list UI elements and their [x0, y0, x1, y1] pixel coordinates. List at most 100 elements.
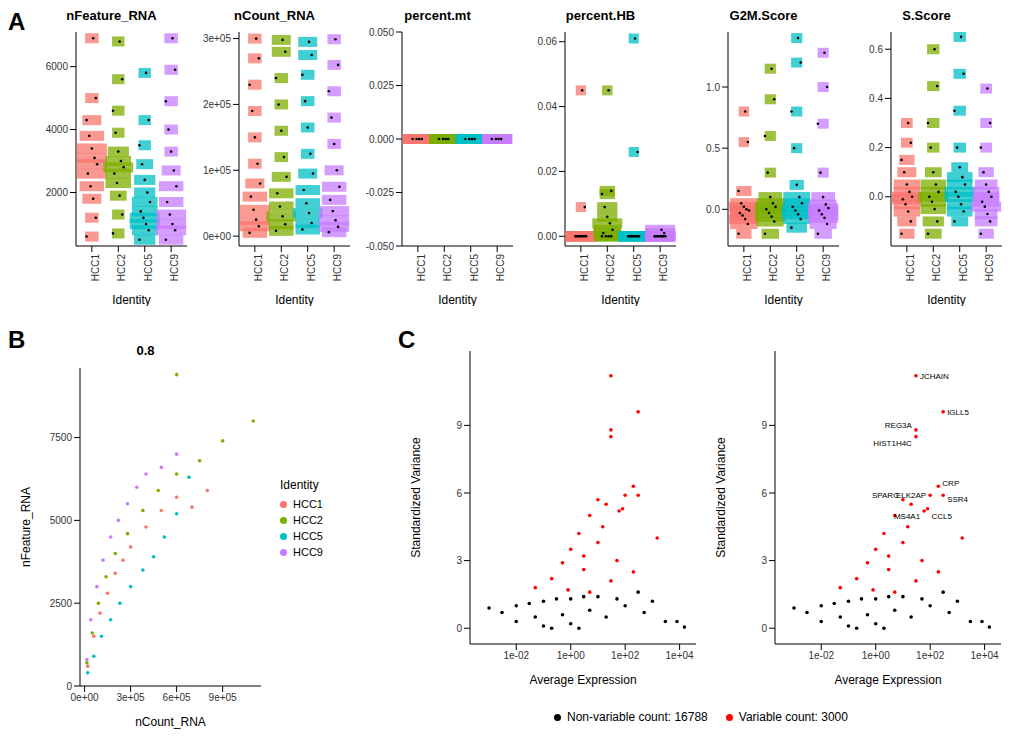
svg-text:0: 0 — [456, 623, 462, 634]
html-text:nFeature_RNA: nFeature_RNA — [66, 8, 157, 23]
svg-text:HCC5: HCC5 — [306, 254, 317, 282]
html-text:percent.HB: percent.HB — [565, 8, 636, 23]
svg-text:1e+00: 1e+00 — [557, 650, 586, 661]
svg-text:1e+02: 1e+02 — [611, 650, 640, 661]
svg-text:1e+05: 1e+05 — [203, 165, 232, 176]
svg-text:0.025: 0.025 — [369, 80, 394, 91]
svg-text:HCC2: HCC2 — [279, 254, 290, 282]
svg-text:1e+04: 1e+04 — [666, 650, 695, 661]
svg-text:0.6: 0.6 — [869, 44, 883, 55]
svg-text:0: 0 — [66, 681, 72, 692]
svg-text:SPARC: SPARC — [872, 491, 899, 500]
svg-text:Identity: Identity — [438, 293, 477, 306]
svg-text:0.2: 0.2 — [869, 142, 883, 153]
svg-text:SSR4: SSR4 — [947, 495, 968, 504]
svg-text:1e+00: 1e+00 — [862, 650, 891, 661]
svg-text:Average Expression: Average Expression — [834, 673, 941, 687]
svg-text:HCC5: HCC5 — [795, 254, 806, 282]
svg-text:HCC5: HCC5 — [143, 254, 154, 282]
svg-text:ELK2AP: ELK2AP — [896, 491, 926, 500]
svg-text:HCC1: HCC1 — [90, 254, 101, 282]
svg-text:HCC2: HCC2 — [116, 254, 127, 282]
svg-text:HCC9: HCC9 — [984, 254, 995, 282]
svg-text:HCC1: HCC1 — [905, 254, 916, 282]
svg-text:0.0: 0.0 — [706, 204, 720, 215]
svg-text:HCC1: HCC1 — [416, 254, 427, 282]
svg-text:3e+05: 3e+05 — [117, 692, 146, 703]
svg-text:-0.050: -0.050 — [366, 241, 395, 252]
svg-text:0.02: 0.02 — [538, 166, 558, 177]
svg-text:0e+00: 0e+00 — [71, 692, 100, 703]
svg-text:1e-02: 1e-02 — [503, 650, 529, 661]
svg-text:9: 9 — [761, 420, 767, 431]
svg-text:HCC5: HCC5 — [469, 254, 480, 282]
svg-text:0.04: 0.04 — [538, 101, 558, 112]
svg-text:-0.025: -0.025 — [366, 187, 395, 198]
svg-text:7500: 7500 — [50, 432, 73, 443]
svg-text:REG3A: REG3A — [885, 421, 913, 430]
svg-text:9: 9 — [456, 420, 462, 431]
html-text:B: B — [8, 326, 26, 353]
svg-text:2e+05: 2e+05 — [203, 99, 232, 110]
html-text:nCount_RNA: nCount_RNA — [234, 8, 315, 23]
html-text:percent.mt: percent.mt — [404, 8, 471, 23]
svg-text:Identity: Identity — [112, 293, 151, 306]
html-text:A: A — [8, 8, 26, 35]
svg-text:9e+05: 9e+05 — [209, 692, 238, 703]
svg-text:0: 0 — [761, 623, 767, 634]
svg-text:Identity: Identity — [601, 293, 640, 306]
svg-text:0e+00: 0e+00 — [203, 231, 232, 242]
svg-text:CCL5: CCL5 — [932, 512, 953, 521]
svg-text:1e-02: 1e-02 — [808, 650, 834, 661]
svg-text:IGLL5: IGLL5 — [947, 408, 969, 417]
svg-text:HCC2: HCC2 — [931, 254, 942, 282]
svg-text:0.5: 0.5 — [706, 143, 720, 154]
svg-text:Standardized Variance: Standardized Variance — [409, 437, 423, 558]
svg-text:2500: 2500 — [50, 598, 73, 609]
svg-text:Identity: Identity — [927, 293, 966, 306]
svg-text:HCC1: HCC1 — [253, 254, 264, 282]
svg-text:MS4A1: MS4A1 — [894, 512, 921, 521]
svg-text:Standardized Variance: Standardized Variance — [714, 437, 728, 558]
svg-text:CRP: CRP — [942, 479, 959, 488]
svg-text:Identity: Identity — [764, 293, 803, 306]
svg-text:1e+02: 1e+02 — [916, 650, 945, 661]
svg-text:3: 3 — [761, 555, 767, 566]
svg-text:HCC5: HCC5 — [958, 254, 969, 282]
svg-text:HCC9: HCC9 — [495, 254, 506, 282]
svg-text:nCount_RNA: nCount_RNA — [135, 715, 206, 729]
svg-text:1.0: 1.0 — [706, 82, 720, 93]
svg-text:6: 6 — [456, 488, 462, 499]
svg-text:0.06: 0.06 — [538, 36, 558, 47]
svg-text:HCC2: HCC2 — [442, 254, 453, 282]
svg-text:6e+05: 6e+05 — [163, 692, 192, 703]
svg-text:1e+04: 1e+04 — [971, 650, 1000, 661]
svg-text:6000: 6000 — [46, 61, 69, 72]
svg-text:0.050: 0.050 — [369, 27, 394, 38]
svg-text:HCC2: HCC2 — [768, 254, 779, 282]
svg-text:HIST1H4C: HIST1H4C — [873, 439, 912, 448]
svg-text:0.0: 0.0 — [869, 191, 883, 202]
svg-text:JCHAIN: JCHAIN — [920, 372, 949, 381]
svg-text:0.4: 0.4 — [869, 93, 883, 104]
svg-text:0.000: 0.000 — [369, 134, 394, 145]
svg-text:6: 6 — [761, 488, 767, 499]
svg-text:HCC9: HCC9 — [169, 254, 180, 282]
svg-text:HCC1: HCC1 — [579, 254, 590, 282]
svg-text:HCC1: HCC1 — [742, 254, 753, 282]
svg-text:Average Expression: Average Expression — [529, 673, 636, 687]
html-text:C: C — [398, 326, 416, 353]
svg-text:3e+05: 3e+05 — [203, 33, 232, 44]
svg-text:3: 3 — [456, 555, 462, 566]
svg-text:4000: 4000 — [46, 124, 69, 135]
svg-text:HCC2: HCC2 — [605, 254, 616, 282]
svg-text:5000: 5000 — [50, 515, 73, 526]
svg-text:Identity: Identity — [275, 293, 314, 306]
svg-text:HCC5: HCC5 — [632, 254, 643, 282]
svg-text:HCC9: HCC9 — [821, 254, 832, 282]
svg-text:HCC9: HCC9 — [658, 254, 669, 282]
svg-text:HCC9: HCC9 — [332, 254, 343, 282]
svg-text:nFeature_RNA: nFeature_RNA — [19, 487, 33, 567]
svg-text:0.00: 0.00 — [538, 231, 558, 242]
svg-text:2000: 2000 — [46, 187, 69, 198]
